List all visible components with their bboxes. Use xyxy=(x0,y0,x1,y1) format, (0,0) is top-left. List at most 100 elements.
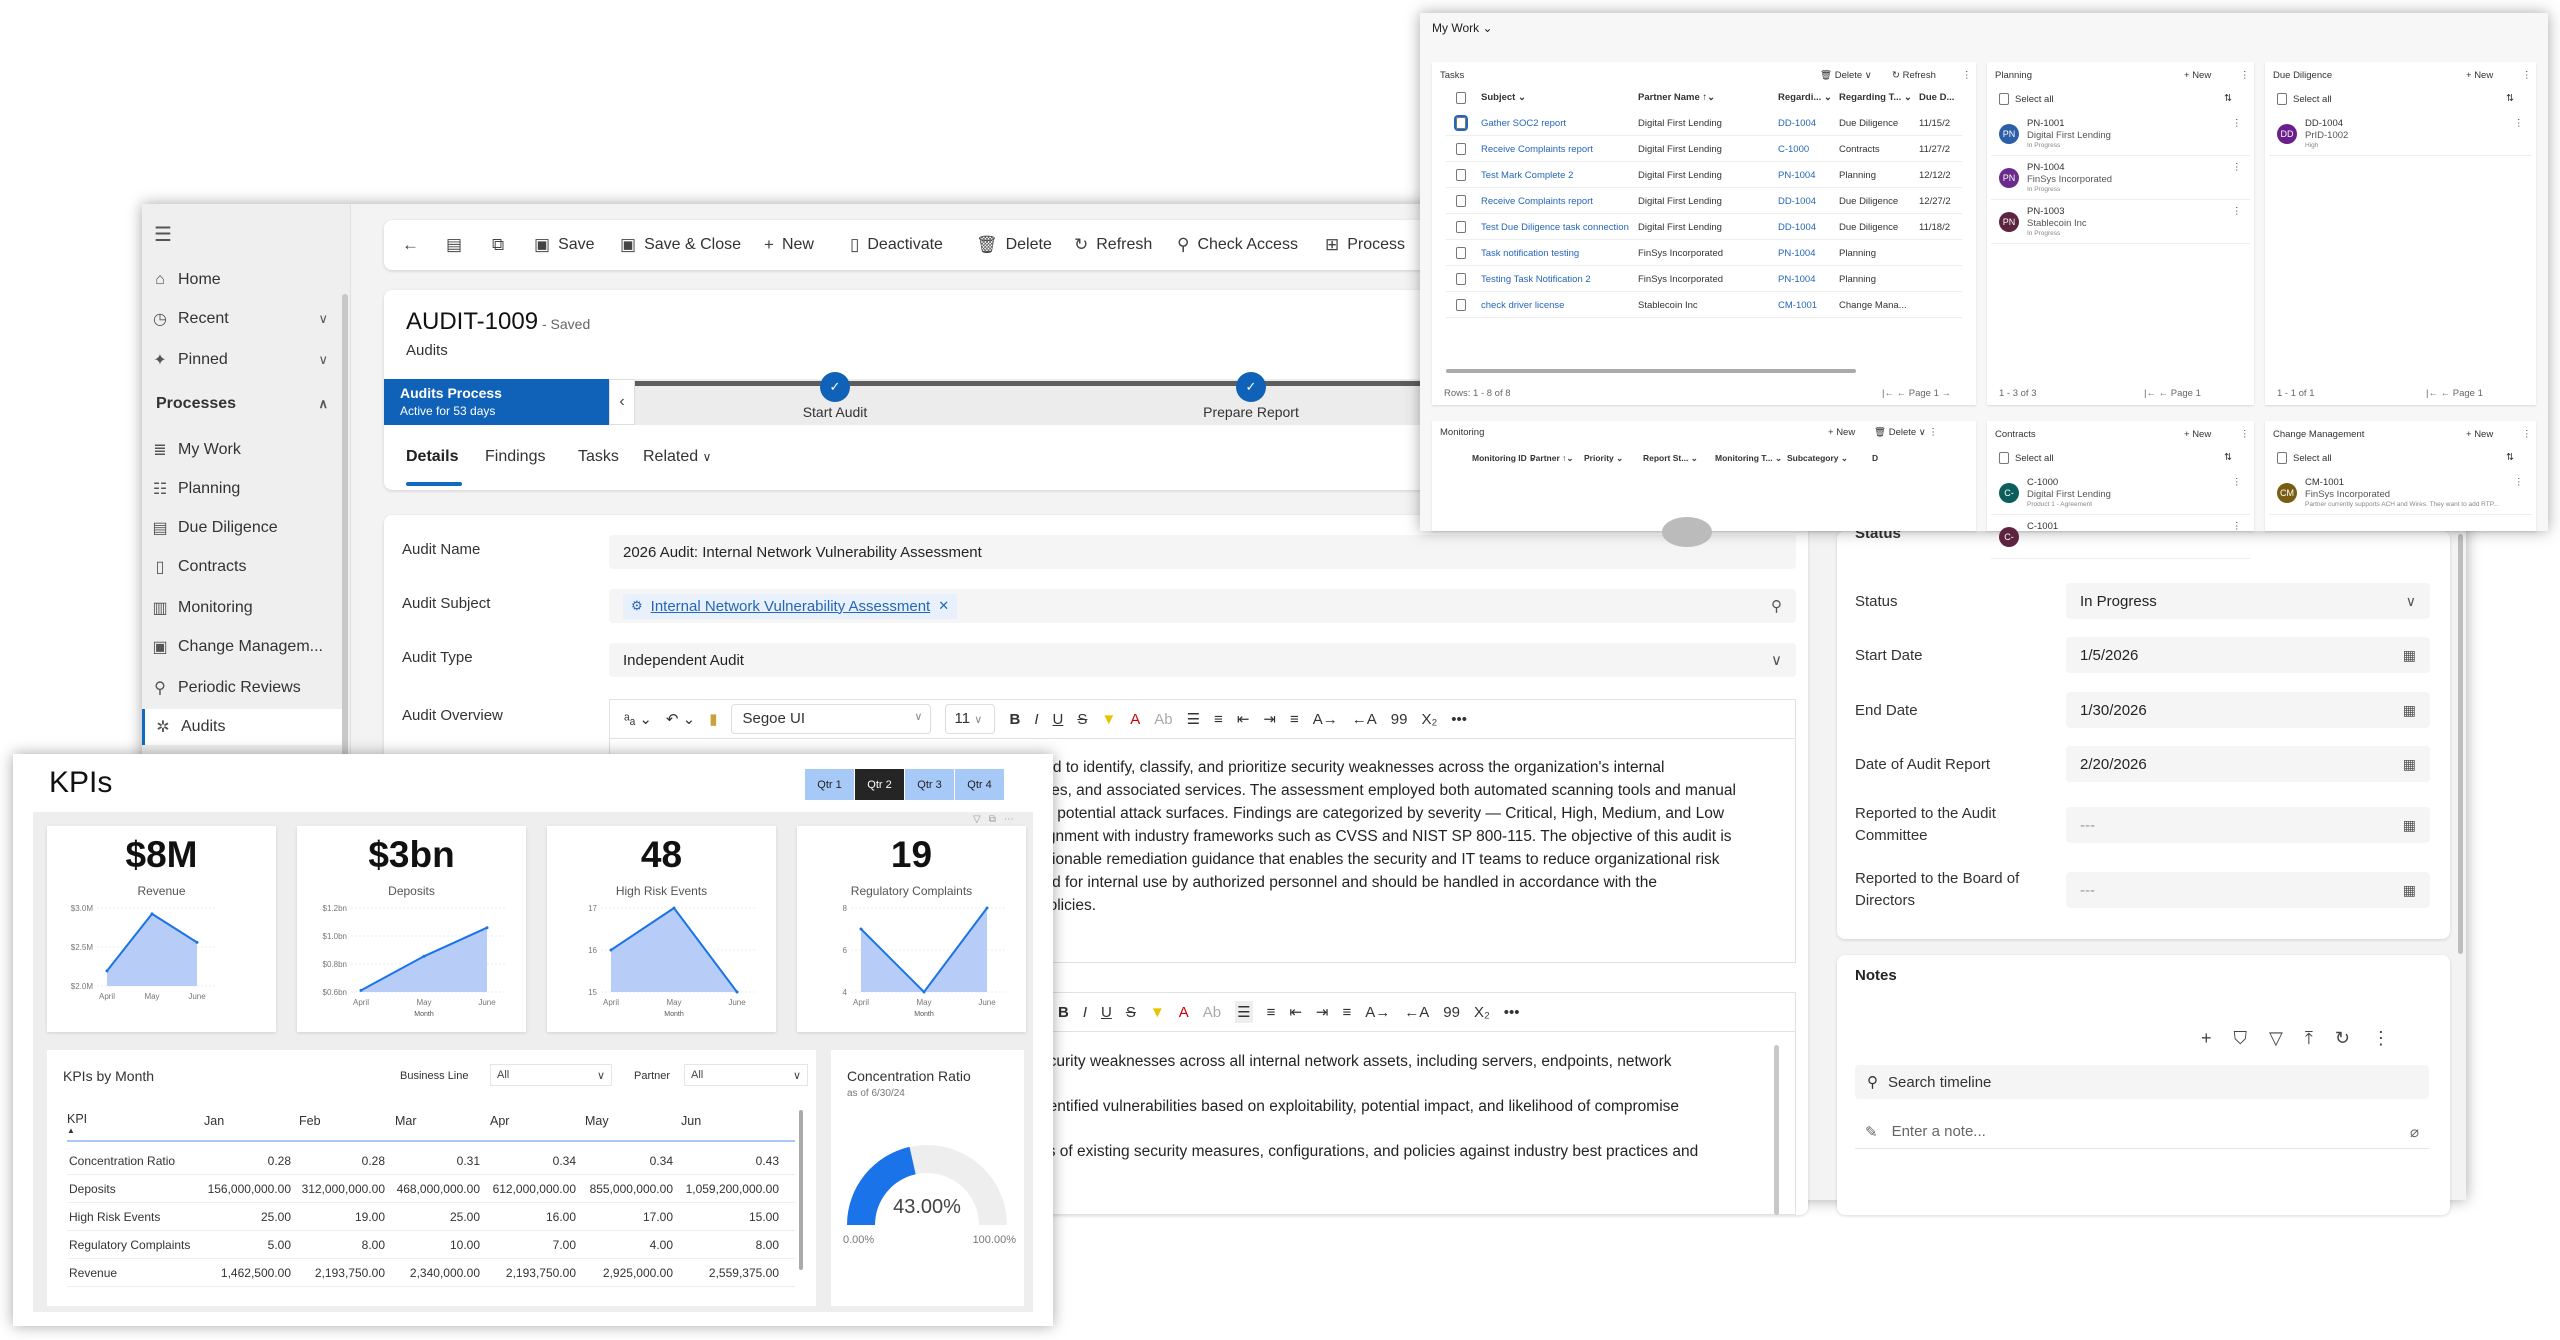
column-header-jun[interactable]: Jun xyxy=(681,1114,702,1128)
font-size-select[interactable]: 11 ∨ xyxy=(945,704,996,734)
task-subject-link[interactable]: check driver license xyxy=(1481,300,1565,311)
column-header-1[interactable]: Partner Name ↑⌄ xyxy=(1638,92,1716,103)
task-subject-link[interactable]: Receive Complaints report xyxy=(1481,196,1593,207)
clear-format-icon[interactable]: Ab xyxy=(1154,710,1173,728)
sort-icon[interactable]: ⇅ xyxy=(2224,452,2232,463)
sort-icon[interactable]: ⇅ xyxy=(2506,452,2514,463)
date-of-audit-report-input[interactable]: 2/20/2026 ▦ xyxy=(2066,746,2430,782)
highlight-icon[interactable]: ▼ xyxy=(1101,710,1117,728)
sidebar-item-monitoring[interactable]: ▥ Monitoring xyxy=(142,590,342,626)
table-row[interactable] xyxy=(67,1175,795,1203)
column-header-5[interactable]: Subcategory ⌄ xyxy=(1787,453,1848,463)
column-header-6[interactable]: D xyxy=(1872,453,1879,463)
row-checkbox[interactable] xyxy=(1456,299,1466,311)
table-row[interactable] xyxy=(1446,240,1962,266)
end-date-input[interactable]: 1/30/2026 ▦ xyxy=(2066,692,2430,728)
column-header-1[interactable]: Partner ↑⌄ xyxy=(1530,453,1574,463)
my-work-title[interactable]: My Work ⌄ xyxy=(1432,21,1493,35)
check-access-button[interactable]: ⚲ Check Access xyxy=(1177,220,1298,270)
increase-indent-icon[interactable]: ⇥ xyxy=(1263,711,1276,728)
kpi-card-deposits[interactable]: $3bn Deposits $0.6bn $0.8bn $1.0bn $1.2bn Apri… xyxy=(297,826,526,1032)
row-checkbox[interactable] xyxy=(1454,115,1468,131)
pagination[interactable]: |← ← Page 1 → xyxy=(1882,388,1952,399)
column-header-4[interactable]: Monitoring T... ⌄ xyxy=(1715,453,1783,463)
column-header-2[interactable]: Regardi... ⌄ xyxy=(1778,92,1832,103)
calendar-icon[interactable]: ▦ xyxy=(2402,881,2416,898)
clear-format-icon[interactable]: Ab xyxy=(1202,1003,1222,1021)
remove-icon[interactable]: ✕ xyxy=(938,598,950,613)
task-subject-link[interactable]: Task notification testing xyxy=(1481,248,1580,259)
table-row[interactable] xyxy=(67,1231,795,1259)
decrease-indent-icon[interactable]: ⇤ xyxy=(1236,711,1250,728)
task-subject-link[interactable]: Gather SOC2 report xyxy=(1481,118,1567,129)
delete-button[interactable]: 🗑 Delete ∨ xyxy=(1820,70,1872,81)
sidebar-item-contracts[interactable]: ▯ Contracts xyxy=(142,549,342,585)
task-subject-link[interactable]: Test Due Diligence task connection xyxy=(1481,222,1629,233)
align-icon[interactable]: ≡ xyxy=(1342,1003,1352,1021)
table-row[interactable] xyxy=(67,1147,795,1175)
stage-complete-check-icon[interactable]: ✓ xyxy=(820,372,850,402)
table-row[interactable] xyxy=(1446,162,1962,188)
sidebar-item-change-managem[interactable]: ▣ Change Managem... xyxy=(142,629,342,665)
collapse-process-chevron-icon[interactable]: ‹ xyxy=(609,379,635,425)
font-color-icon[interactable]: A xyxy=(1178,1003,1189,1021)
kpi-card-revenue[interactable]: $8M Revenue $2.0M $2.5M $3.0M April May June xyxy=(47,826,276,1032)
refresh-button[interactable]: ↻ Refresh xyxy=(1892,70,1936,81)
calendar-icon[interactable]: ▦ xyxy=(2402,646,2416,663)
list-card[interactable] xyxy=(1991,517,2250,559)
refresh-icon[interactable]: ↻ xyxy=(2334,1028,2350,1048)
row-checkbox[interactable] xyxy=(1456,247,1466,259)
stage-complete-check-icon[interactable]: ✓ xyxy=(1236,372,1266,402)
partner-dropdown[interactable]: All ∨ xyxy=(684,1064,808,1086)
page-scrollbar[interactable] xyxy=(2458,534,2463,954)
delete-button[interactable]: 🗑 Delete xyxy=(976,220,1052,270)
stage-start-audit[interactable]: Start Audit xyxy=(802,404,868,420)
strikethrough-icon[interactable]: S xyxy=(1077,710,1088,728)
new-button[interactable]: + New xyxy=(2466,429,2494,440)
add-icon[interactable]: + xyxy=(2201,1028,2212,1048)
column-header-2[interactable]: Priority ⌄ xyxy=(1584,453,1624,463)
sidebar-item-due-diligence[interactable]: ▤ Due Diligence xyxy=(142,510,342,546)
calendar-icon[interactable]: ▦ xyxy=(2402,701,2416,718)
business-line-dropdown[interactable]: All ∨ xyxy=(490,1064,612,1086)
regarding-link[interactable]: DD-1004 xyxy=(1778,118,1817,129)
more-vertical-icon[interactable]: ⋮ xyxy=(2232,162,2242,173)
table-row[interactable] xyxy=(67,1259,795,1287)
bullet-list-icon[interactable]: ☰ xyxy=(1186,711,1201,728)
list-card[interactable] xyxy=(2269,114,2532,156)
underline-icon[interactable]: U xyxy=(1101,1003,1112,1021)
pagination[interactable]: |← ← Page 1 xyxy=(2426,388,2483,399)
highlight-icon[interactable]: ▼ xyxy=(1149,1003,1165,1021)
rtl-icon[interactable]: ←A xyxy=(1404,1003,1430,1021)
column-header-jan[interactable]: Jan xyxy=(204,1114,225,1128)
bookmark-icon[interactable]: ⛉ xyxy=(2233,1028,2248,1048)
horizontal-scrollbar[interactable] xyxy=(1446,369,1856,373)
editor-scrollbar[interactable] xyxy=(1774,1045,1779,1215)
more-vertical-icon[interactable]: ⋮ xyxy=(2232,206,2242,217)
more-vertical-icon[interactable]: ⋮ xyxy=(2514,118,2524,129)
row-checkbox[interactable] xyxy=(1456,143,1466,155)
quarter-button-qtr-1[interactable]: Qtr 1 xyxy=(805,769,855,800)
sidebar-item-pinned[interactable]: ✦ Pinned ∨ xyxy=(142,342,342,378)
italic-icon[interactable]: I xyxy=(1034,710,1039,728)
regarding-link[interactable]: PN-1004 xyxy=(1778,248,1816,259)
calendar-icon[interactable]: ▦ xyxy=(2402,816,2416,833)
decrease-indent-icon[interactable]: ⇤ xyxy=(1289,1004,1302,1021)
row-checkbox[interactable] xyxy=(1456,221,1466,233)
underline-icon[interactable]: U xyxy=(1052,710,1064,728)
attachment-icon[interactable]: ⌀ xyxy=(2409,1123,2419,1141)
undo-icon[interactable]: ↶ ⌄ xyxy=(665,711,696,728)
task-subject-link[interactable]: Test Mark Complete 2 xyxy=(1481,170,1574,181)
align-icon[interactable]: ≡ xyxy=(1289,710,1299,728)
reported-to-the-audit-committee-input[interactable]: --- ▦ xyxy=(2066,807,2430,843)
reported-to-the-board-of-directors-input[interactable]: --- ▦ xyxy=(2066,872,2430,908)
process-stage-active[interactable]: Audits Process Active for 53 days xyxy=(384,379,609,425)
format-painter-icon[interactable]: ▮ xyxy=(709,711,718,728)
regarding-link[interactable]: C-1000 xyxy=(1778,144,1810,155)
table-scrollbar[interactable] xyxy=(799,1110,803,1270)
column-header-4[interactable]: Due D... xyxy=(1919,92,1955,103)
increase-indent-icon[interactable]: ⇥ xyxy=(1315,1004,1329,1021)
audit-type-select[interactable]: Independent Audit ∨ xyxy=(609,643,1796,677)
select-all-checkbox[interactable] xyxy=(2277,93,2287,105)
task-subject-link[interactable]: Receive Complaints report xyxy=(1481,144,1593,155)
